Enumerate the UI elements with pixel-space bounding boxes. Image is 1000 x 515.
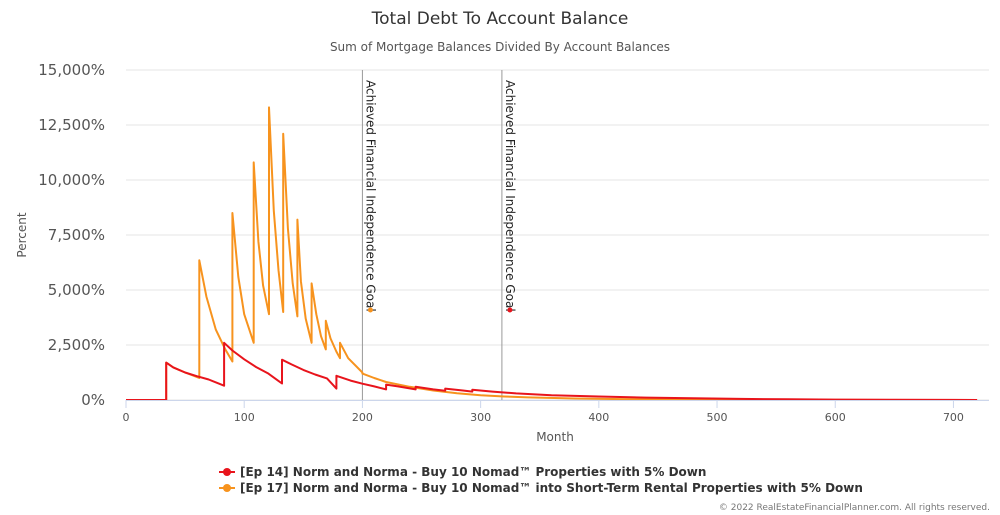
legend-item[interactable]: [Ep 17] Norm and Norma - Buy 10 Nomad™ i… bbox=[240, 481, 863, 495]
series-line[interactable] bbox=[126, 341, 978, 401]
goal-marker bbox=[367, 307, 373, 313]
credit-text: © 2022 RealEstateFinancialPlanner.com. A… bbox=[719, 503, 990, 513]
goal-label: Achieved Financial Independence Goal bbox=[503, 80, 517, 312]
y-tick-label: 15,000% bbox=[38, 61, 105, 79]
legend-marker bbox=[223, 484, 231, 492]
x-tick-label: 300 bbox=[470, 411, 491, 424]
chart-title: Total Debt To Account Balance bbox=[371, 9, 629, 29]
x-tick-label: 600 bbox=[825, 411, 846, 424]
x-tick-label: 700 bbox=[943, 411, 964, 424]
x-tick-label: 0 bbox=[123, 411, 130, 424]
legend-marker bbox=[223, 468, 231, 476]
goal-label: Achieved Financial Independence Goal bbox=[363, 80, 377, 312]
x-tick-label: 100 bbox=[234, 411, 255, 424]
x-tick-label: 400 bbox=[588, 411, 609, 424]
legend-item[interactable]: [Ep 14] Norm and Norma - Buy 10 Nomad™ P… bbox=[240, 465, 706, 479]
goal-marker bbox=[507, 307, 513, 313]
x-axis-title: Month bbox=[536, 430, 574, 444]
y-tick-label: 10,000% bbox=[38, 171, 105, 189]
y-axis-title: Percent bbox=[15, 212, 29, 257]
grid-lines bbox=[126, 69, 989, 401]
series-line[interactable] bbox=[126, 106, 978, 401]
y-tick-label: 2,500% bbox=[48, 336, 105, 354]
legend[interactable]: [Ep 14] Norm and Norma - Buy 10 Nomad™ P… bbox=[219, 465, 863, 495]
series-lines bbox=[126, 106, 978, 401]
x-axis-ticks: 0 100 200 300 400 500 600 700 bbox=[123, 400, 964, 424]
y-tick-label: 7,500% bbox=[48, 226, 105, 244]
y-tick-label: 0% bbox=[81, 391, 105, 409]
y-axis-ticks: 0% 2,500% 5,000% 7,500% 10,000% 12,500% 15,000… bbox=[38, 61, 105, 409]
x-tick-label: 500 bbox=[707, 411, 728, 424]
annotations: Achieved Financial Independence Goal Achi… bbox=[361, 70, 517, 400]
y-tick-label: 12,500% bbox=[38, 116, 105, 134]
chart-subtitle: Sum of Mortgage Balances Divided By Acco… bbox=[330, 40, 670, 54]
x-tick-label: 200 bbox=[352, 411, 373, 424]
y-tick-label: 5,000% bbox=[48, 281, 105, 299]
